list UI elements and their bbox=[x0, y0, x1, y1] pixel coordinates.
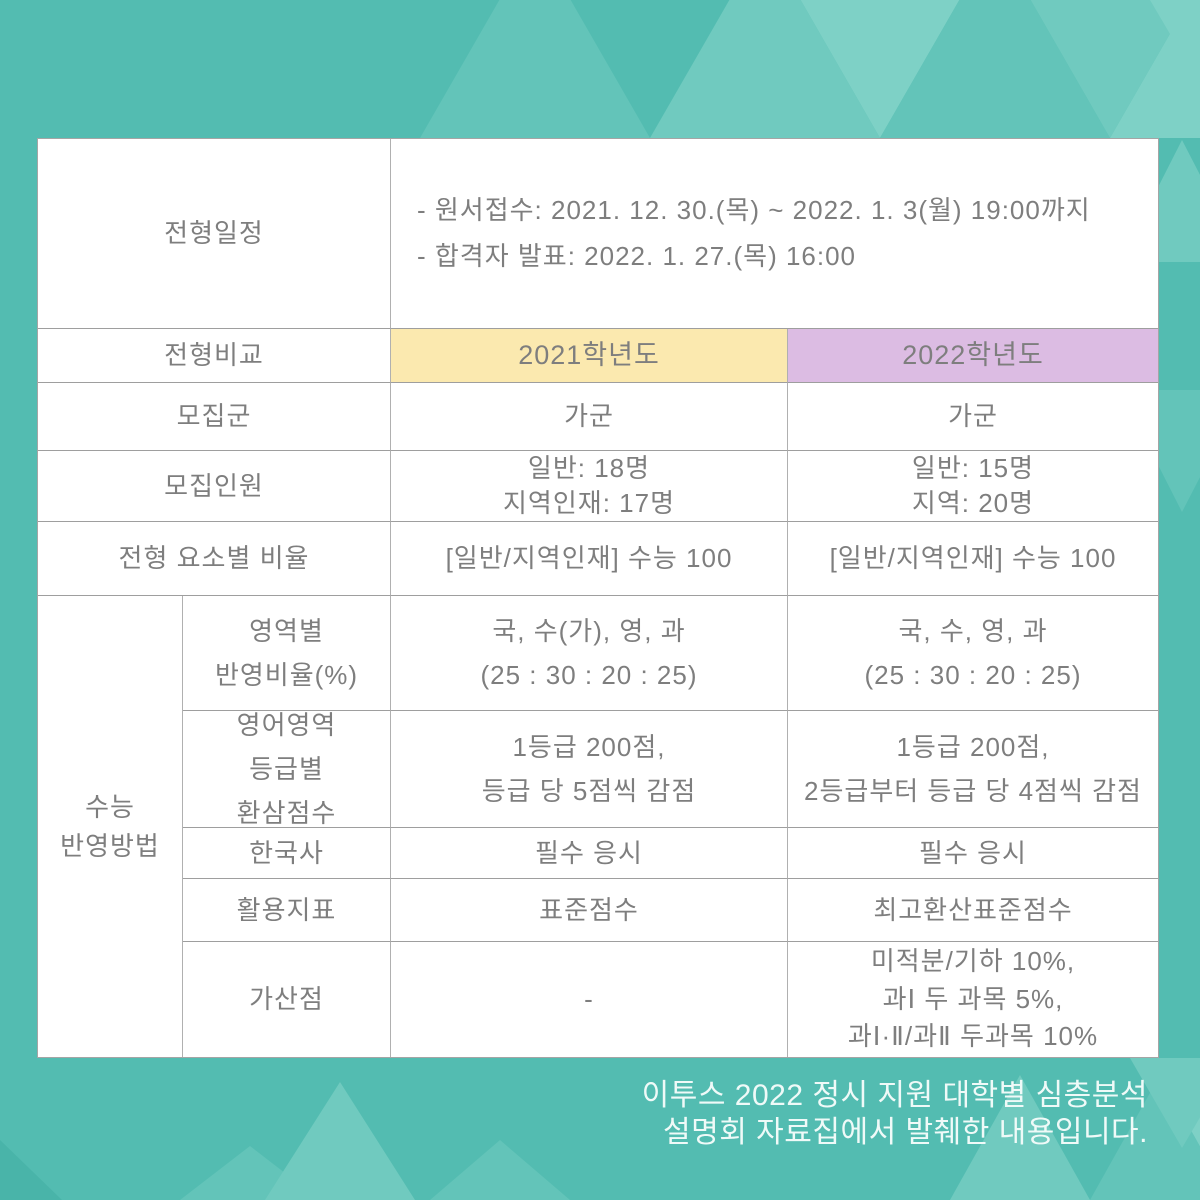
subrow-label-english-grade: 영어영역 등급별 환삼점수 bbox=[183, 710, 391, 828]
source-caption: 이투스 2022 정시 지원 대학별 심층분석 설명회 자료집에서 발췌한 내용… bbox=[641, 1079, 1148, 1149]
triangle-decor bbox=[1150, 0, 1200, 85]
subrow-label-korean-history: 한국사 bbox=[183, 828, 391, 879]
triangle-decor bbox=[1130, 1058, 1200, 1148]
cell-korean-history-2022: 필수 응시 bbox=[788, 828, 1158, 879]
cell-area-ratio-2021: 국, 수(가), 영, 과 (25 : 30 : 20 : 25) bbox=[391, 596, 788, 711]
triangle-decor bbox=[0, 1140, 62, 1200]
cell-bonus-points-2022: 미적분/기하 10%, 과Ⅰ 두 과목 5%, 과Ⅰ·Ⅱ/과Ⅱ 두과목 10% bbox=[847, 945, 1099, 1052]
cell-korean-history-2021: 필수 응시 bbox=[391, 828, 788, 879]
header-year-2021: 2021학년도 bbox=[391, 329, 788, 383]
cell-schedule-details: - 원서접수: 2021. 12. 30.(목) ~ 2022. 1. 3(월)… bbox=[391, 139, 1158, 329]
section-label-suneung: 수능 반영방법 bbox=[38, 596, 183, 1057]
triangle-decor bbox=[420, 0, 650, 138]
triangle-decor bbox=[880, 0, 1110, 138]
cell-element-ratio-2021: [일반/지역인재] 수능 100 bbox=[391, 522, 788, 596]
cell-quota-2022: 일반: 15명 지역: 20명 bbox=[788, 451, 1158, 522]
triangle-decor bbox=[1030, 0, 1190, 138]
triangle-decor bbox=[800, 0, 960, 138]
cell-quota-2021: 일반: 18명 지역인재: 17명 bbox=[391, 451, 788, 522]
subrow-label-bonus-points: 가산점 bbox=[183, 942, 391, 1057]
cell-score-index-2022: 최고환산표준점수 bbox=[788, 879, 1158, 942]
subrow-label-area-ratio: 영역별 반영비율(%) bbox=[183, 596, 391, 711]
cell-group-2022: 가군 bbox=[788, 383, 1158, 451]
triangle-decor bbox=[265, 1082, 415, 1200]
row-label-schedule: 전형일정 bbox=[38, 139, 391, 329]
cell-score-index-2021: 표준점수 bbox=[391, 879, 788, 942]
admission-comparison-table: 전형일정 - 원서접수: 2021. 12. 30.(목) ~ 2022. 1.… bbox=[37, 138, 1159, 1058]
row-label-element-ratio: 전형 요소별 비율 bbox=[38, 522, 391, 596]
cell-english-grade-2022: 1등급 200점, 2등급부터 등급 당 4점씩 감점 bbox=[788, 711, 1158, 828]
subrow-label-score-index: 활용지표 bbox=[183, 879, 391, 942]
triangle-decor bbox=[430, 1140, 570, 1200]
cell-group-2021: 가군 bbox=[391, 383, 788, 451]
triangle-decor bbox=[950, 1075, 1090, 1200]
cell-english-grade-2021: 1등급 200점, 등급 당 5점씩 감점 bbox=[391, 711, 788, 828]
header-year-2022: 2022학년도 bbox=[788, 329, 1158, 383]
triangle-decor bbox=[650, 0, 880, 138]
cell-bonus-points-2021: - bbox=[391, 942, 788, 1057]
row-label-compare: 전형비교 bbox=[38, 329, 391, 383]
row-label-quota: 모집인원 bbox=[38, 451, 391, 522]
cell-area-ratio-2022: 국, 수, 영, 과 (25 : 30 : 20 : 25) bbox=[788, 596, 1158, 711]
row-label-group: 모집군 bbox=[38, 383, 391, 451]
cell-element-ratio-2022: [일반/지역인재] 수능 100 bbox=[788, 522, 1158, 596]
